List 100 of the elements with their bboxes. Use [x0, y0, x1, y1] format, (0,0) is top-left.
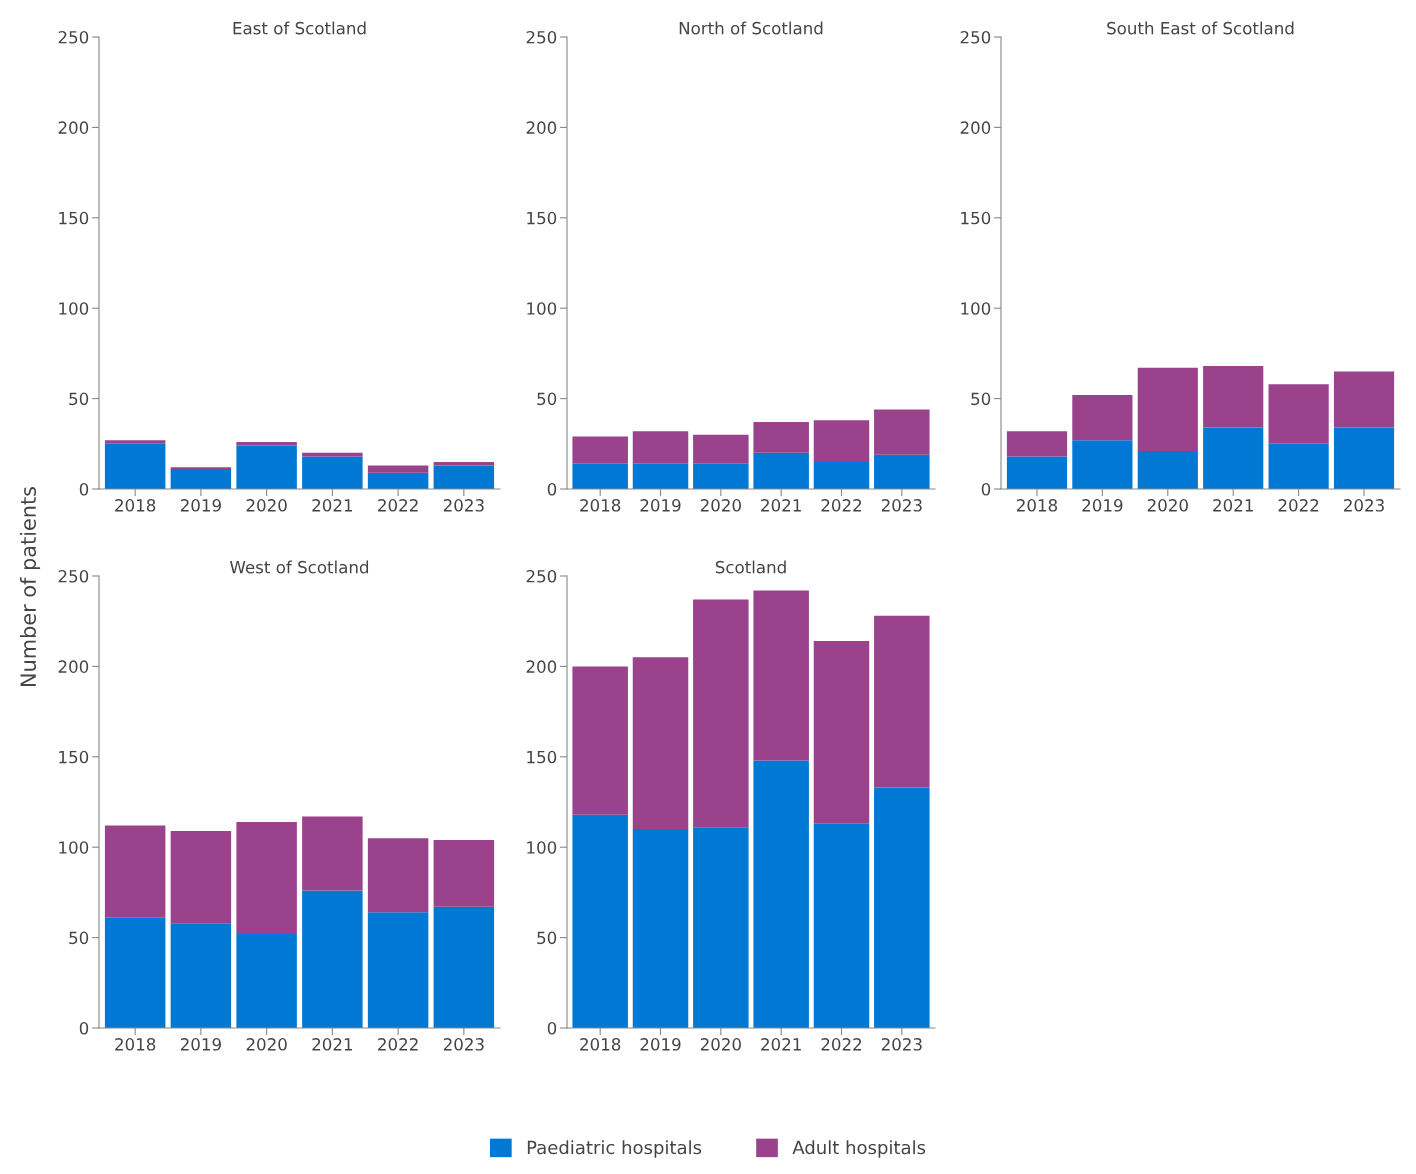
x-tick-label: 2023: [881, 1038, 922, 1051]
y-tick-label: 100: [961, 302, 991, 315]
x-tick-label: 2018: [580, 499, 621, 512]
y-tick-label: 50: [537, 931, 557, 945]
bar: [367, 465, 429, 473]
bar: [753, 760, 809, 1028]
x-tick-label: 2021: [1213, 499, 1253, 512]
bar: [367, 838, 429, 913]
chart-title: South East of Scotland: [1107, 21, 1294, 35]
x-tick-label: 2023: [1344, 499, 1384, 512]
bar: [433, 465, 495, 489]
bar: [632, 829, 689, 1028]
bar: [1268, 384, 1329, 444]
x-tick-label: 2022: [378, 1038, 418, 1051]
bar: [572, 814, 628, 1028]
y-tick-label: 200: [58, 660, 89, 673]
bar: [236, 445, 297, 489]
y-tick-label: 150: [527, 750, 557, 764]
bar: [753, 590, 809, 761]
bar: [693, 827, 749, 1028]
x-tick-label: 2021: [312, 499, 353, 512]
y-tick-label: 50: [537, 392, 557, 406]
x-tick-label: 2018: [115, 1038, 156, 1051]
bar: [1333, 427, 1395, 489]
y-tick-label: 200: [58, 121, 89, 134]
bar: [1268, 443, 1329, 489]
bar: [874, 787, 930, 1028]
bar: [1333, 371, 1395, 428]
x-tick-label: 2023: [443, 1038, 484, 1051]
chart-title: Scotland: [715, 560, 786, 574]
y-tick-label: 0: [79, 1021, 89, 1035]
y-tick-label: 250: [526, 30, 557, 44]
x-tick-label: 2023: [881, 499, 922, 512]
x-tick-label: 2020: [246, 1038, 287, 1051]
x-tick-label: 2021: [312, 1038, 353, 1051]
bar: [813, 461, 870, 489]
bar: [753, 422, 809, 453]
x-tick-label: 2018: [1016, 499, 1058, 512]
bar: [104, 443, 166, 489]
y-tick-label: 100: [527, 302, 557, 315]
x-tick-label: 2019: [180, 1038, 221, 1051]
y-tick-label: 150: [59, 750, 89, 764]
bar: [813, 420, 870, 462]
x-tick-label: 2022: [1278, 499, 1319, 512]
y-tick-label: 150: [59, 211, 89, 225]
bar: [632, 463, 689, 489]
bar: [572, 436, 628, 464]
bar: [236, 441, 297, 446]
x-tick-label: 2020: [246, 499, 287, 512]
x-tick-label: 2020: [700, 499, 741, 512]
bar: [813, 641, 870, 824]
y-tick-label: 200: [526, 121, 557, 134]
y-tick-label: 200: [960, 121, 991, 134]
bar: [236, 821, 297, 934]
x-tick-label: 2019: [1082, 499, 1123, 512]
chart-title: West of Scotland: [230, 560, 369, 574]
bar: [1006, 431, 1068, 457]
y-tick-label: 250: [58, 30, 89, 44]
bar: [367, 912, 429, 1028]
y-tick-label: 50: [69, 931, 89, 945]
bar: [170, 923, 232, 1028]
bar: [693, 463, 749, 489]
bar: [367, 472, 429, 489]
bar: [302, 890, 363, 1028]
bar: [632, 657, 689, 830]
x-tick-label: 2021: [761, 1038, 801, 1051]
x-tick-label: 2021: [761, 499, 801, 512]
bar: [572, 463, 628, 489]
chart-title: North of Scotland: [679, 21, 823, 35]
bar: [104, 825, 166, 918]
bar: [1137, 451, 1198, 489]
y-tick-label: 150: [527, 211, 557, 225]
legend-label: Paediatric hospitals: [527, 1140, 702, 1158]
x-tick-label: 2020: [700, 1038, 741, 1051]
bar: [1203, 366, 1264, 428]
x-tick-label: 2018: [115, 499, 156, 512]
bar: [433, 906, 495, 1028]
y-tick-label: 0: [547, 482, 557, 496]
bar: [874, 615, 930, 788]
y-axis-title: Number of patients: [19, 487, 41, 686]
bar: [874, 454, 930, 489]
y-tick-label: 100: [527, 841, 557, 854]
y-tick-label: 50: [971, 392, 991, 406]
y-tick-label: 200: [526, 660, 557, 673]
bar: [753, 452, 809, 489]
y-tick-label: 100: [59, 841, 89, 854]
bar: [302, 816, 363, 891]
bar: [170, 469, 232, 489]
bar: [302, 456, 363, 489]
bar: [1203, 427, 1264, 489]
x-tick-label: 2018: [580, 1038, 621, 1051]
bar: [693, 434, 749, 464]
bar: [572, 666, 628, 815]
y-tick-label: 100: [59, 302, 89, 315]
x-tick-label: 2020: [1147, 499, 1188, 512]
bar: [1006, 456, 1068, 489]
bar: [104, 440, 166, 444]
x-tick-label: 2022: [821, 499, 862, 512]
legend-label: Adult hospitals: [792, 1140, 926, 1158]
x-tick-label: 2022: [821, 1038, 862, 1051]
